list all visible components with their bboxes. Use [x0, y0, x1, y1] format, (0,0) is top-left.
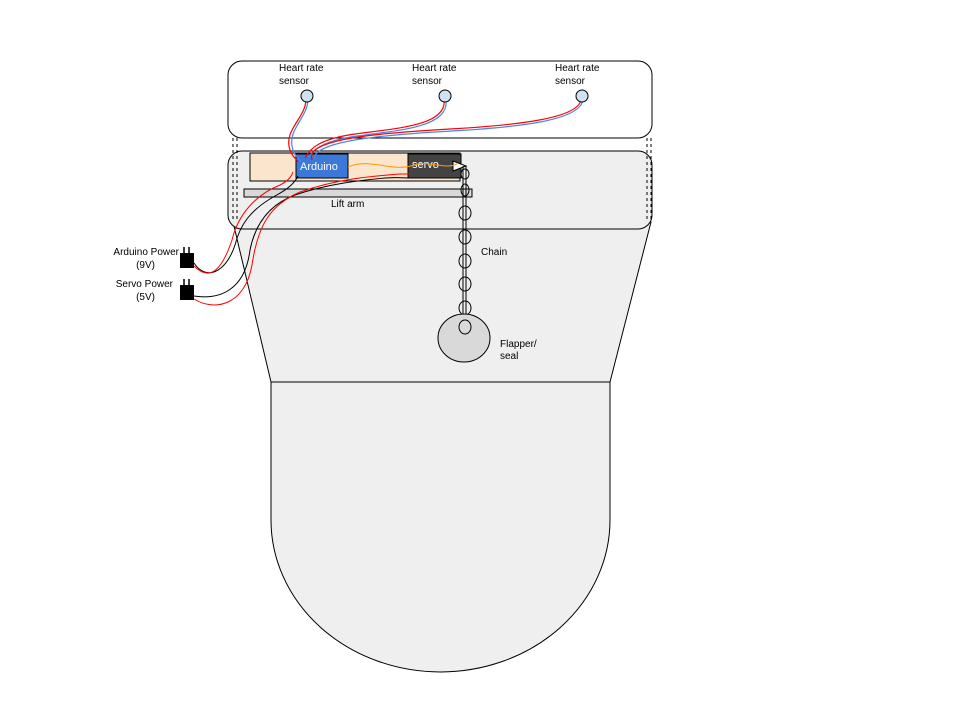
arduino-plug-icon: [180, 247, 194, 268]
signal-wire: [347, 163, 458, 168]
arduino-label: Arduino: [300, 161, 338, 173]
heart-rate-sensor-1: [300, 89, 314, 103]
sensor-wires: [288, 98, 584, 163]
servo-power-label-line1: Servo Power: [116, 279, 174, 290]
servo-label: servo: [412, 159, 439, 171]
heart-rate-sensor-3: [575, 89, 589, 103]
chain-end-link: [458, 319, 472, 335]
servo-horn-icon: [452, 160, 468, 172]
sensor-1-label-line1: Heart rate: [279, 63, 324, 74]
servo-power-label-line2: (5V): [136, 292, 155, 303]
arduino-board: [295, 153, 349, 179]
flapper-label-line2: seal: [500, 351, 518, 362]
flapper-seal: [437, 313, 491, 363]
lift-arm: [243, 188, 473, 198]
flapper-label-line1: Flapper/: [500, 339, 537, 350]
sensor-3-label-line1: Heart rate: [555, 63, 600, 74]
chain-label: Chain: [481, 247, 507, 258]
sensor-3-label-line2: sensor: [555, 76, 586, 87]
arduino-power-label-line2: (9V): [136, 260, 155, 271]
sensor-2-label-line2: sensor: [412, 76, 443, 87]
sensor-2-label-line1: Heart rate: [412, 63, 457, 74]
heart-rate-sensor-2: [438, 89, 452, 103]
arduino-power-label-line1: Arduino Power: [113, 247, 179, 258]
lift-arm-label: Lift arm: [331, 199, 364, 210]
chain: [458, 166, 472, 330]
servo-plug-icon: [180, 279, 194, 300]
panel-connectors: [232, 138, 652, 222]
toilet-bowl: [270, 381, 611, 673]
sensor-1-label-line2: sensor: [279, 76, 310, 87]
toilet-tank: [232, 221, 652, 383]
power-wires: [193, 171, 411, 306]
